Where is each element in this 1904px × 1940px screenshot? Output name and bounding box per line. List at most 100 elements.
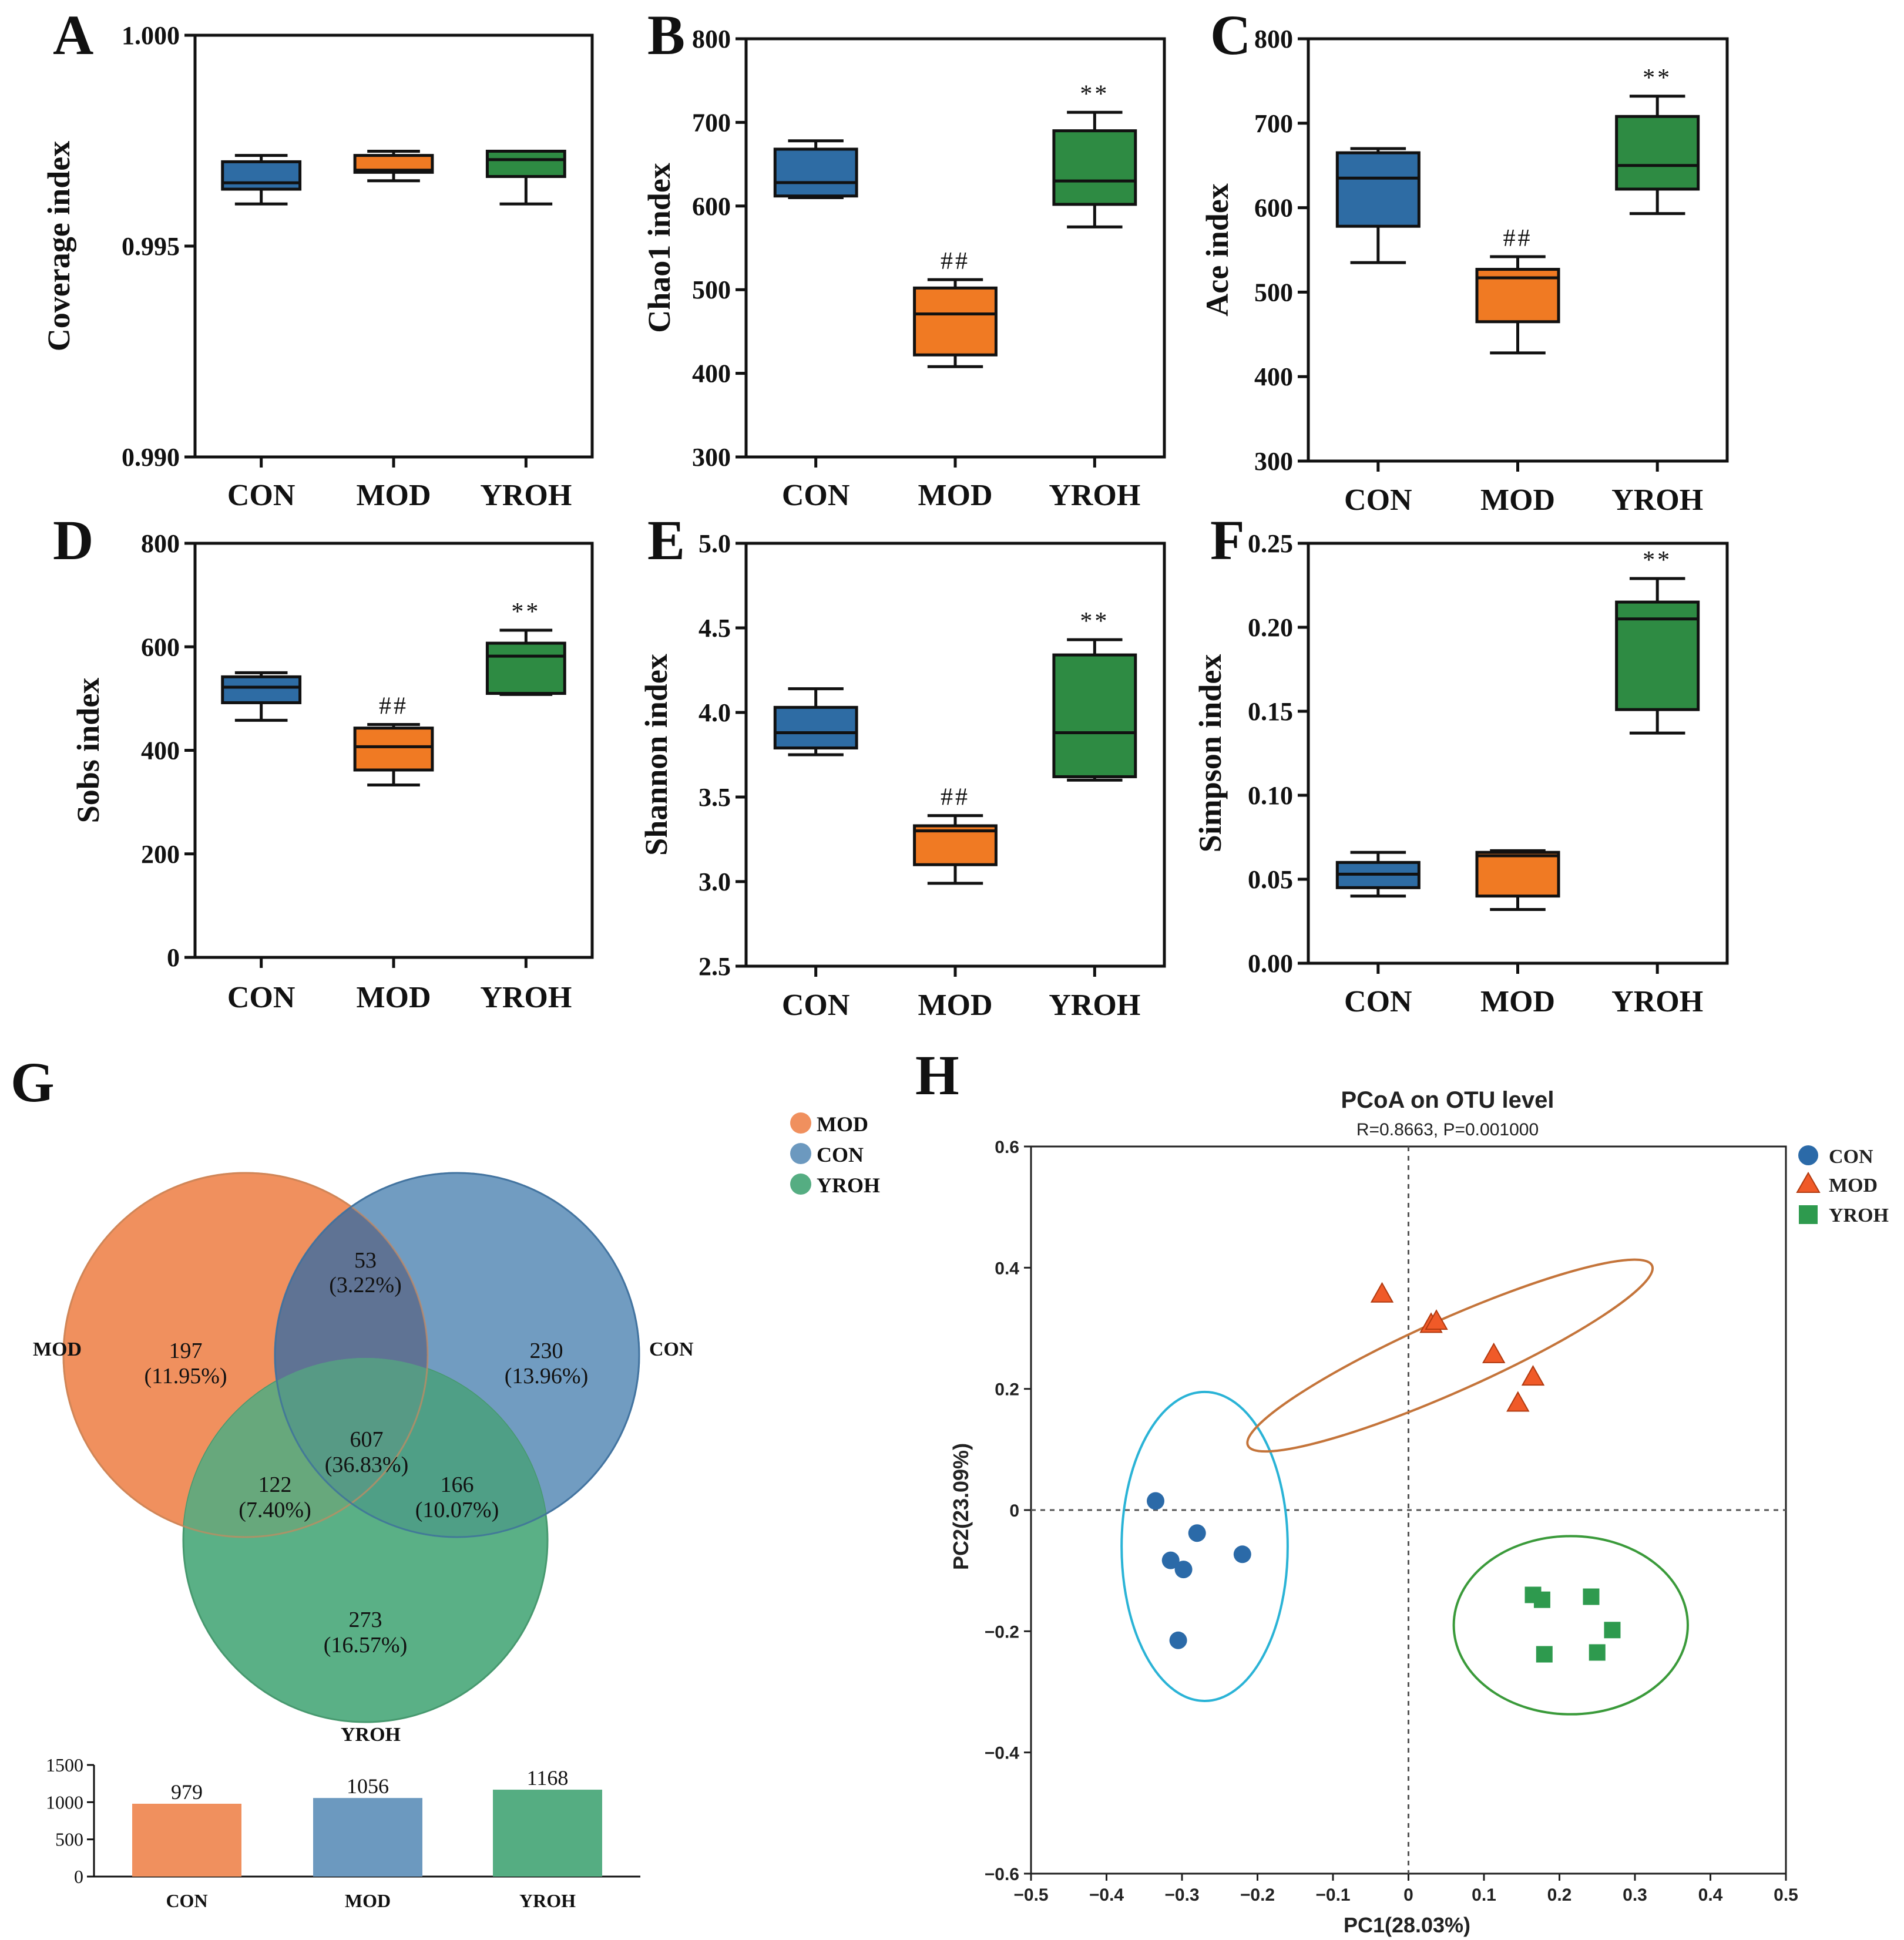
significance-mod: ## (379, 692, 408, 719)
x-tick-label-mod: MOD (1480, 483, 1555, 517)
y-tick-label: 0.15 (1248, 697, 1293, 726)
pcoa-y-tick-label: 0.2 (995, 1380, 1019, 1400)
pcoa-y-tick-label: −0.4 (985, 1744, 1020, 1763)
bar-category-label-con: CON (166, 1890, 207, 1911)
panel-letter-a: A (53, 4, 93, 66)
y-tick-label: 400 (692, 359, 731, 388)
venn-con-only-count: 230 (530, 1339, 563, 1363)
y-tick-label: 300 (1254, 447, 1293, 476)
significance-mod: ## (941, 248, 970, 275)
x-tick-label-yroh: YROH (480, 981, 572, 1014)
x-tick-label-mod: MOD (356, 981, 431, 1014)
point-con (1169, 1631, 1187, 1649)
y-tick-label: 800 (141, 529, 180, 558)
panel-d-sobs: D Sobs index 0 200 400 600 800 CON MOD ## YROH ** (53, 509, 594, 1014)
point-yroh (1589, 1644, 1606, 1661)
y-tick-label: 800 (1254, 25, 1293, 53)
venn-mod-only-count: 197 (169, 1339, 203, 1363)
y-tick-label: 5.0 (699, 529, 731, 558)
pcoa-y-tick-label: −0.2 (985, 1622, 1019, 1642)
y-tick-label: 0.990 (122, 443, 180, 472)
y-tick-label: 1.000 (122, 21, 180, 50)
venn-con-yroh-pct: (10.07%) (415, 1498, 499, 1522)
panel-letter-d: D (53, 509, 93, 571)
pcoa-y-tick-label: 0.4 (995, 1259, 1019, 1278)
significance-mod: ## (941, 784, 970, 811)
y-tick-label: 600 (141, 633, 180, 661)
box-yroh (485, 641, 566, 695)
panel-letter-c: C (1210, 4, 1251, 66)
bar-y-tick-label: 1500 (46, 1754, 83, 1776)
pcoa-x-tick-label: −0.4 (1089, 1885, 1124, 1905)
bar-y-tick-label: 0 (74, 1866, 83, 1887)
point-mod (1482, 1342, 1506, 1363)
significance-yroh: ** (1080, 80, 1109, 107)
venn-all-pct: (36.83%) (325, 1453, 408, 1477)
pcoa-y-tick-label: −0.6 (985, 1865, 1019, 1884)
pcoa-legend-mod-label: MOD (1829, 1175, 1878, 1196)
bar-value-label-mod: 1056 (347, 1774, 389, 1798)
legend-yroh-dot (790, 1174, 811, 1195)
significance-mod: ## (1503, 225, 1533, 252)
legend-yroh-label: YROH (817, 1174, 880, 1197)
x-tick-label-con: CON (1344, 985, 1412, 1018)
panel-letter-e: E (647, 509, 685, 571)
venn-mod-con-count: 53 (354, 1248, 377, 1273)
panel-letter-b: B (647, 4, 685, 66)
x-tick-label-con: CON (1344, 483, 1412, 517)
y-axis-label: Ace index (1200, 183, 1235, 316)
y-axis-label: Simpson index (1193, 654, 1228, 853)
y-tick-label: 0.00 (1248, 949, 1293, 978)
x-tick-label-con: CON (782, 479, 850, 512)
legend-mod-label: MOD (817, 1112, 868, 1136)
x-tick-label-mod: MOD (918, 479, 992, 512)
point-con (1233, 1545, 1251, 1564)
bar-y-tick-label: 500 (55, 1829, 83, 1850)
bar-value-label-con: 979 (171, 1780, 203, 1804)
panel-letter-f: F (1210, 509, 1245, 571)
box-con (773, 147, 858, 198)
bar-yroh (493, 1790, 602, 1877)
point-con (1161, 1551, 1180, 1569)
confidence-ellipse-con (1120, 1390, 1289, 1702)
bar-value-label-yroh: 1168 (527, 1766, 569, 1790)
x-tick-label-con: CON (227, 981, 295, 1014)
y-tick-label: 0.995 (122, 232, 180, 261)
point-con (1147, 1492, 1165, 1510)
panel-h-pcoa: H PCoA on OTU level R=0.8663, P=0.001000… (915, 1044, 1889, 1937)
significance-yroh: ** (1643, 65, 1672, 92)
pcoa-x-axis-label: PC1(28.03%) (1344, 1913, 1470, 1937)
panel-letter-h: H (915, 1044, 959, 1107)
plot-frame (193, 33, 594, 459)
pcoa-x-tick-label: 0 (1403, 1885, 1413, 1905)
pcoa-subtitle: R=0.8663, P=0.001000 (1356, 1120, 1539, 1139)
y-tick-label: 400 (1254, 362, 1293, 391)
point-mod (1506, 1391, 1530, 1412)
y-tick-label: 2.5 (699, 952, 731, 981)
pcoa-plot-area: −0.5 −0.4 −0.3 −0.2 −0.1 0 0.1 0.2 0.3 0.4 0.5 −0.6… (985, 1138, 1798, 1905)
y-tick-label: 200 (141, 840, 180, 869)
panel-a-coverage: A Coverage index 0.990 0.995 1.000 CON MOD YROH (41, 4, 594, 512)
y-axis-label: Coverage index (41, 141, 76, 351)
pcoa-title: PCoA on OTU level (1341, 1087, 1554, 1113)
pcoa-x-tick-label: 0.5 (1774, 1885, 1798, 1905)
panel-e-shannon: E Shannon index 2.5 3.0 3.5 4.0 4.5 5.0 CON MOD ##… (639, 509, 1166, 1022)
panel-letter-g: G (11, 1051, 55, 1114)
pcoa-y-axis-label: PC2(23.09%) (949, 1443, 973, 1570)
y-tick-label: 800 (692, 25, 731, 53)
x-tick-label-con: CON (227, 479, 295, 512)
pcoa-legend-yroh-label: YROH (1829, 1205, 1889, 1226)
box-yroh (485, 149, 566, 179)
box-con (221, 675, 302, 704)
x-tick-label-mod: MOD (356, 479, 431, 512)
y-tick-label: 400 (141, 737, 180, 765)
venn-mod-yroh-count: 122 (258, 1472, 292, 1497)
y-tick-label: 500 (692, 275, 731, 304)
bar-category-label-mod: MOD (345, 1890, 391, 1911)
x-tick-label-mod: MOD (918, 989, 992, 1022)
point-mod (1521, 1365, 1545, 1386)
pcoa-x-tick-label: 0.1 (1472, 1885, 1496, 1905)
bar-con (132, 1803, 241, 1877)
venn-mod-only-pct: (11.95%) (144, 1364, 227, 1388)
